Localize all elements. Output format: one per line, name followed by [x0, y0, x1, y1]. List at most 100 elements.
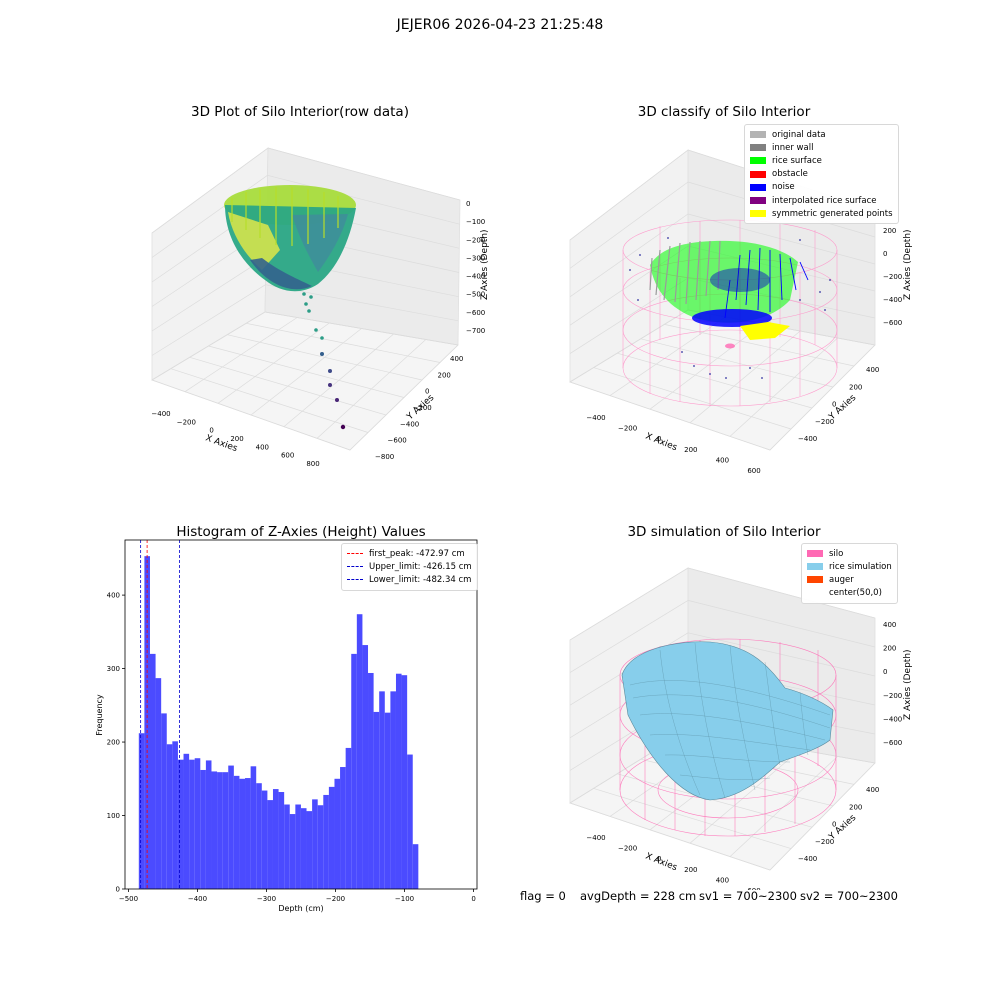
- gridline: [151, 379, 351, 451]
- simulation-legend-item: center(50,0): [807, 587, 892, 600]
- gridline: [151, 311, 266, 381]
- status-flag: flag = 0: [520, 889, 566, 903]
- classify-legend-item: interpolated rice surface: [750, 194, 893, 207]
- simulation-legend-swatch: [807, 576, 823, 584]
- gridline: [246, 322, 441, 363]
- raw-y-tick-label: 200: [438, 371, 451, 379]
- classify-x-tick-label: 600: [747, 467, 760, 475]
- gridline: [687, 213, 876, 265]
- status-avg-depth: avgDepth = 228 cm: [580, 889, 697, 903]
- histogram-bar: [356, 614, 363, 889]
- simulation-zlabel: Z Axies (Depth): [903, 649, 913, 720]
- classify-z-tick-label: 0: [883, 250, 887, 258]
- gridline: [264, 311, 459, 346]
- simulation-3d-plot: −400 −200 0 200 400 600 400 200 0 −200 −400 400 200 0…: [569, 567, 913, 890]
- gridline: [617, 773, 813, 828]
- raw-y-tick-label: 0: [425, 388, 429, 396]
- histogram-bar: [384, 712, 391, 889]
- histogram-bar: [412, 844, 419, 889]
- simulation-z-tick-label: 200: [883, 645, 896, 653]
- raw-z-tick-label: −100: [466, 218, 485, 226]
- simulation-legend-item: rice simulation: [807, 560, 892, 573]
- histogram-title: Histogram of Z-Axies (Height) Values: [176, 524, 426, 540]
- raw-x-tick-label: 600: [281, 452, 294, 460]
- histogram-bar: [295, 804, 301, 889]
- histogram-bar: [155, 678, 162, 889]
- raw-x-tick-label: 200: [230, 435, 243, 443]
- gridline: [769, 344, 876, 451]
- histogram-bar: [261, 790, 268, 889]
- classify-legend-item: rice surface: [750, 154, 893, 167]
- histogram-bar: [323, 794, 329, 889]
- histogram-legend: first_peak: -472.97 cm Upper_limit: -426.…: [341, 543, 478, 591]
- gridline: [267, 147, 461, 201]
- raw-y-tick-label: 400: [450, 355, 463, 363]
- raw-z-tick-label: −400: [466, 273, 485, 281]
- raw-z-tick-label: −200: [466, 236, 485, 244]
- histogram-bar: [362, 645, 369, 889]
- histogram-legend-label: Upper_limit: -426.15 cm: [369, 561, 472, 572]
- histogram-legend-item: first_peak: -472.97 cm: [347, 547, 472, 560]
- simulation-legend-label: rice simulation: [829, 561, 892, 572]
- histogram-x-tick-label: −500: [119, 895, 138, 903]
- gridline: [569, 309, 689, 383]
- histogram-bar: [256, 783, 262, 889]
- histogram-bar: [272, 789, 279, 889]
- classify-legend-item: symmetric generated points: [750, 207, 893, 220]
- classify-legend-item: noise: [750, 181, 893, 194]
- gridline: [687, 567, 876, 619]
- simulation-legend-swatch: [807, 550, 823, 558]
- gridline: [189, 356, 387, 416]
- histogram-legend-label: Lower_limit: -482.34 cm: [369, 574, 472, 585]
- histogram-bar: [211, 771, 218, 889]
- simulation-x-tick-label: 400: [716, 876, 729, 884]
- histogram-bar: [328, 786, 335, 889]
- histogram-x-tick-label: −200: [326, 895, 345, 903]
- gridline: [569, 213, 689, 298]
- simulation-rice-surface: [621, 641, 834, 801]
- histogram-legend-swatch: [347, 566, 363, 568]
- figure-title: JEJER06 2026-04-23 21:25:48: [396, 17, 604, 33]
- raw-x-tick-label: 0: [209, 427, 213, 435]
- histogram-bar: [284, 804, 290, 889]
- simulation-legend-label: silo: [829, 548, 844, 559]
- histogram-legend-label: first_peak: -472.97 cm: [369, 548, 465, 559]
- gridline: [151, 257, 267, 332]
- simulation-y-tick-label: 200: [849, 803, 862, 811]
- histogram-legend-swatch: [347, 579, 363, 581]
- classify-legend-label: rice surface: [772, 155, 822, 166]
- gridline: [729, 756, 838, 857]
- classify-y-tick-label: −400: [798, 435, 817, 443]
- classify-legend-swatch: [750, 170, 766, 178]
- histogram-bar: [200, 769, 206, 889]
- raw-point-cloud: [224, 185, 356, 430]
- classify-x-tick-label: 0: [657, 435, 661, 443]
- histogram-legend-item: Upper_limit: -426.15 cm: [347, 560, 472, 573]
- histogram-bar: [245, 778, 251, 889]
- histogram-bar: [407, 754, 413, 889]
- simulation-legend-item: silo: [807, 547, 892, 560]
- histogram-bar: [149, 653, 156, 889]
- histogram-y-tick-label: 200: [107, 739, 120, 747]
- classify-z-tick-label: 200: [883, 227, 896, 235]
- classify-points: [629, 237, 831, 379]
- classify-z-tick-label: −600: [883, 319, 902, 327]
- simulation-x-tick-label: 200: [684, 866, 697, 874]
- histogram-bar: [340, 767, 346, 889]
- histogram-y-tick-label: 100: [107, 812, 120, 820]
- histogram-bar: [194, 758, 201, 889]
- classify-legend: original data inner wall rice surface obsta…: [744, 124, 899, 225]
- gridline: [689, 749, 801, 844]
- histogram-x-tick-label: −400: [188, 895, 207, 903]
- gridline: [569, 181, 689, 269]
- histogram-legend-swatch: [347, 553, 363, 555]
- classify-x-tick-label: 200: [684, 446, 697, 454]
- histogram-bar: [267, 800, 273, 889]
- gridline: [687, 632, 876, 677]
- raw-x-tick-label: −400: [151, 410, 170, 418]
- gridline: [569, 600, 689, 673]
- gridline: [609, 316, 726, 396]
- histogram-bar: [189, 759, 195, 889]
- classify-legend-swatch: [750, 197, 766, 205]
- raw-z-tick-label: −600: [466, 309, 485, 317]
